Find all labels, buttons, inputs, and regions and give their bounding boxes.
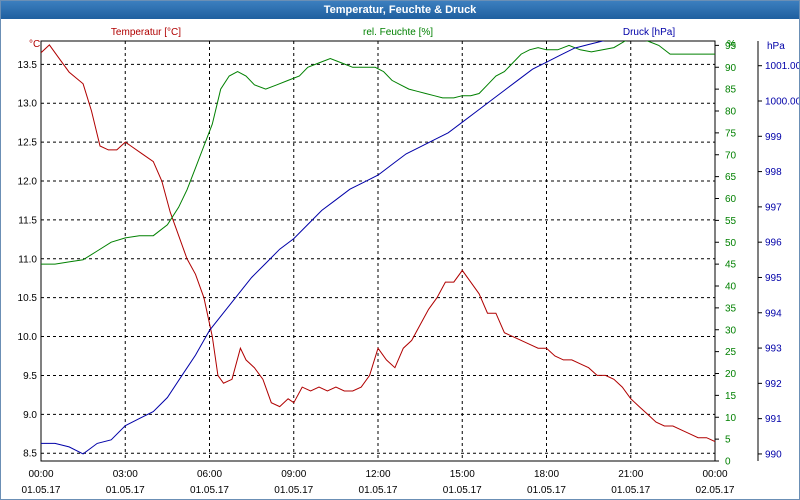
temp-tick-label: 10.0 [18,332,38,343]
legend-pressure: Druck [hPa] [623,27,675,38]
pressure-tick-label: 997 [765,202,782,213]
x-tick-time: 21:00 [618,469,643,480]
middle-axis-unit: % [727,39,736,50]
chart: Temperatur [°C] rel. Feuchte [%] Druck [… [18,27,799,496]
humidity-tick-label: 50 [725,238,737,249]
humidity-tick-label: 60 [725,194,737,205]
humidity-tick-label: 10 [725,413,737,424]
temp-tick-label: 8.5 [23,449,37,460]
series-lines [41,41,715,455]
humidity-line [41,41,715,265]
humidity-tick-label: 95 [725,41,737,52]
x-tick-time: 15:00 [450,469,475,480]
pressure-tick-label: 993 [765,344,782,355]
humidity-tick-label: 80 [725,107,737,118]
x-tick-date: 01.05.17 [527,485,566,496]
temperature-line [41,44,715,443]
x-tick-date: 01.05.17 [22,485,61,496]
humidity-tick-label: 75 [725,128,737,139]
temp-tick-label: 12.5 [18,138,38,149]
temp-tick-label: 12.0 [18,177,38,188]
pressure-tick-label: 990 [765,449,782,460]
pressure-tick-label: 991 [765,414,782,425]
temp-tick-label: 11.0 [18,254,37,265]
humidity-tick-label: 0 [725,457,731,468]
x-tick-date: 01.05.17 [359,485,398,496]
humidity-tick-label: 15 [725,391,737,402]
legend-humidity: rel. Feuchte [%] [363,27,433,38]
x-tick-date: 02.05.17 [696,485,735,496]
temp-tick-label: 11.5 [18,215,37,226]
humidity-tick-label: 70 [725,150,737,161]
humidity-tick-label: 65 [725,172,737,183]
left-axis-unit: °C [29,39,40,50]
humidity-tick-label: 5 [725,435,731,446]
x-tick-time: 00:00 [28,469,53,480]
pressure-tick-label: 998 [765,167,782,178]
axis-ticks: 00:00 01.05.17 03:00 01.05.17 06:00 01.05.17 0… [18,41,799,496]
x-tick-time: 18:00 [534,469,559,480]
temp-tick-label: 9.5 [23,371,37,382]
plot-frame [40,40,759,462]
x-tick-time: 12:00 [365,469,390,480]
humidity-tick-label: 90 [725,63,737,74]
temp-tick-label: 10.5 [18,293,38,304]
legend-temperature: Temperatur [°C] [111,27,181,38]
pressure-tick-label: 1001.000 [765,61,799,72]
x-tick-date: 01.05.17 [190,485,229,496]
humidity-tick-label: 55 [725,216,737,227]
x-tick-time: 00:00 [702,469,727,480]
pressure-tick-label: 1000.000 [765,97,799,108]
x-tick-date: 01.05.17 [611,485,650,496]
x-tick-time: 03:00 [113,469,138,480]
pressure-tick-label: 994 [765,308,782,319]
right-axis-unit: hPa [767,41,785,52]
pressure-tick-label: 999 [765,132,782,143]
x-tick-time: 09:00 [281,469,306,480]
pressure-line [41,41,605,455]
humidity-tick-label: 25 [725,347,737,358]
humidity-tick-label: 40 [725,282,737,293]
humidity-tick-label: 85 [725,85,737,96]
temp-tick-label: 9.0 [23,410,37,421]
humidity-tick-label: 35 [725,303,737,314]
x-tick-date: 01.05.17 [106,485,145,496]
temp-tick-label: 13.0 [18,99,38,110]
pressure-tick-label: 992 [765,379,782,390]
x-tick-date: 01.05.17 [443,485,482,496]
pressure-tick-label: 996 [765,238,782,249]
grid [41,41,715,461]
pressure-tick-label: 995 [765,273,782,284]
humidity-tick-label: 45 [725,260,737,271]
x-tick-date: 01.05.17 [274,485,313,496]
humidity-tick-label: 30 [725,325,737,336]
temp-tick-label: 13.5 [18,60,38,71]
x-tick-time: 06:00 [197,469,222,480]
window-title: Temperatur, Feuchte & Druck [1,1,799,19]
humidity-tick-label: 20 [725,369,737,380]
